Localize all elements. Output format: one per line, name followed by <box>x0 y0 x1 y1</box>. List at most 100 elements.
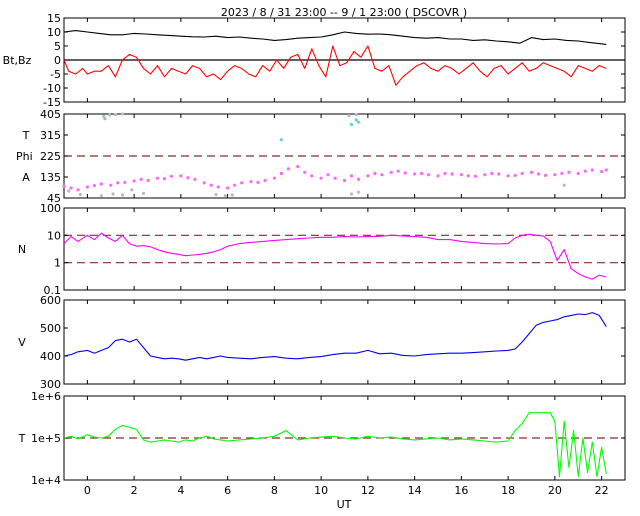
phi-angle-point-0-51 <box>459 173 463 177</box>
phi-angle-point-0-2 <box>76 188 80 192</box>
phi-angle-point-0-63 <box>553 173 557 177</box>
phi-angle-point-0-26 <box>263 178 267 183</box>
magnetic-field-ytick-label-6: -15 <box>43 96 61 109</box>
x-tick-label-8: 16 <box>454 484 468 497</box>
phi-angle-point-0-20 <box>216 185 220 189</box>
phi-angle-point-0-8 <box>123 180 127 184</box>
velocity-series-line-0 <box>63 312 607 361</box>
temperature-ytick-label-0: 1e+6 <box>31 390 61 403</box>
phi-angle-point-0-66 <box>576 171 580 176</box>
density-panel: 100 10 1 0.1 N <box>18 202 626 297</box>
chart-title: 2023 / 8 / 31 23:00 -- 9 / 1 23:00 ( DSC… <box>221 6 467 19</box>
phi-angle-point-0-0 <box>62 184 66 188</box>
phi-angle-point-0-16 <box>186 176 190 180</box>
phi-angle-point-0-29 <box>286 167 290 171</box>
phi-angle-point-0-45 <box>413 172 417 176</box>
phi-angle-point-1-12 <box>562 183 566 187</box>
phi-angle-point-0-10 <box>139 177 143 181</box>
phi-angle-point-0-13 <box>162 177 167 181</box>
temperature-panel: 1e+6 1e+5 1e+4 T <box>18 390 626 487</box>
phi-angle-point-0-44 <box>403 171 407 175</box>
magnetic-field-ylabel: Bt,Bz <box>3 54 32 67</box>
phi-angle-point-0-64 <box>560 171 564 176</box>
phi-angle-point-0-9 <box>132 179 136 183</box>
phi-angle-point-0-48 <box>436 174 440 178</box>
phi-angle-point-3-3 <box>354 118 358 122</box>
x-tick-label-3: 6 <box>224 484 231 497</box>
temperature-series-line-0 <box>63 412 607 478</box>
phi-angle-point-2-5 <box>354 113 358 117</box>
phi-angle-point-0-23 <box>240 181 244 185</box>
phi-angle-point-0-5 <box>99 182 103 186</box>
phi-angle-point-1-1 <box>78 192 82 197</box>
phi-angle-point-1-0 <box>67 189 71 193</box>
velocity-ytick-label-0: 600 <box>40 294 61 307</box>
phi-angle-point-0-67 <box>583 169 587 173</box>
phi-angle-point-0-22 <box>233 183 237 187</box>
phi-angle-point-0-58 <box>513 173 517 177</box>
phi-angle-point-0-19 <box>209 183 213 187</box>
phi-angle-point-2-1 <box>107 113 112 117</box>
phi-angle-point-0-3 <box>85 185 89 189</box>
phi-angle-point-0-4 <box>92 184 96 188</box>
velocity-frame <box>63 299 626 385</box>
x-tick-label-6: 12 <box>361 484 375 497</box>
phi-angle-point-0-49 <box>443 171 447 176</box>
x-tick-label-2: 4 <box>177 484 184 497</box>
phi-angle-point-0-47 <box>427 173 431 177</box>
phi-angle-point-0-70 <box>604 168 608 172</box>
magnetic-field-ytick-label-5: -10 <box>43 82 61 95</box>
x-tick-label-10: 20 <box>548 484 562 497</box>
phi-angle-point-0-34 <box>326 173 330 177</box>
phi-angle-point-1-9 <box>230 193 234 197</box>
magnetic-field-ytick-label-1: 10 <box>47 26 61 39</box>
x-axis-label: UT <box>337 498 352 511</box>
phi-angle-ytick-label-4: 45 <box>47 192 61 205</box>
phi-angle-point-1-10 <box>349 192 354 196</box>
phi-angle-point-0-11 <box>146 178 150 183</box>
velocity-ylabel: V <box>18 336 26 349</box>
phi-angle-point-0-56 <box>497 172 501 176</box>
phi-angle-point-0-6 <box>109 183 113 187</box>
phi-angle-point-0-21 <box>226 186 230 190</box>
phi-angle-point-0-68 <box>590 168 594 172</box>
density-series-line-0 <box>63 232 607 280</box>
phi-angle-point-0-59 <box>520 171 524 176</box>
phi-angle-point-0-37 <box>349 174 354 178</box>
magnetic-field-ytick-label-2: 5 <box>54 40 61 53</box>
temperature-ytick-label-2: 1e+4 <box>31 474 61 487</box>
phi-angle-ylabel-2: A <box>22 171 30 184</box>
phi-angle-point-0-69 <box>600 170 604 174</box>
x-tick-label-1: 2 <box>131 484 138 497</box>
x-tick-label-4: 8 <box>271 484 278 497</box>
phi-angle-point-0-18 <box>202 181 206 185</box>
phi-angle-point-0-42 <box>389 170 393 174</box>
magnetic-field-ytick-label-4: -5 <box>50 68 61 81</box>
phi-angle-point-3-4 <box>356 120 361 124</box>
velocity-ytick-label-3: 300 <box>40 378 61 391</box>
magnetic-field-series-line-0 <box>63 30 607 46</box>
phi-angle-point-0-43 <box>396 169 400 173</box>
phi-angle-point-0-62 <box>543 173 548 177</box>
phi-angle-point-0-17 <box>193 177 197 181</box>
density-ytick-label-3: 0.1 <box>44 284 62 297</box>
phi-angle-point-0-38 <box>356 177 361 181</box>
phi-angle-point-0-30 <box>296 164 300 169</box>
phi-angle-point-1-8 <box>223 194 227 198</box>
phi-angle-point-0-24 <box>249 180 253 184</box>
phi-angle-point-3-2 <box>349 122 354 127</box>
phi-angle-point-0-41 <box>380 173 384 177</box>
x-tick-label-11: 22 <box>595 484 609 497</box>
phi-angle-ylabel-1: Phi <box>16 150 33 163</box>
phi-angle-point-0-40 <box>373 171 377 176</box>
phi-angle-ytick-label-2: 225 <box>40 150 61 163</box>
velocity-ytick-label-2: 400 <box>40 350 61 363</box>
phi-angle-point-1-11 <box>356 190 361 194</box>
phi-angle-point-3-0 <box>103 117 107 121</box>
x-tick-label-0: 0 <box>84 484 91 497</box>
phi-angle-point-0-1 <box>69 186 73 190</box>
phi-angle-point-0-39 <box>366 174 370 178</box>
